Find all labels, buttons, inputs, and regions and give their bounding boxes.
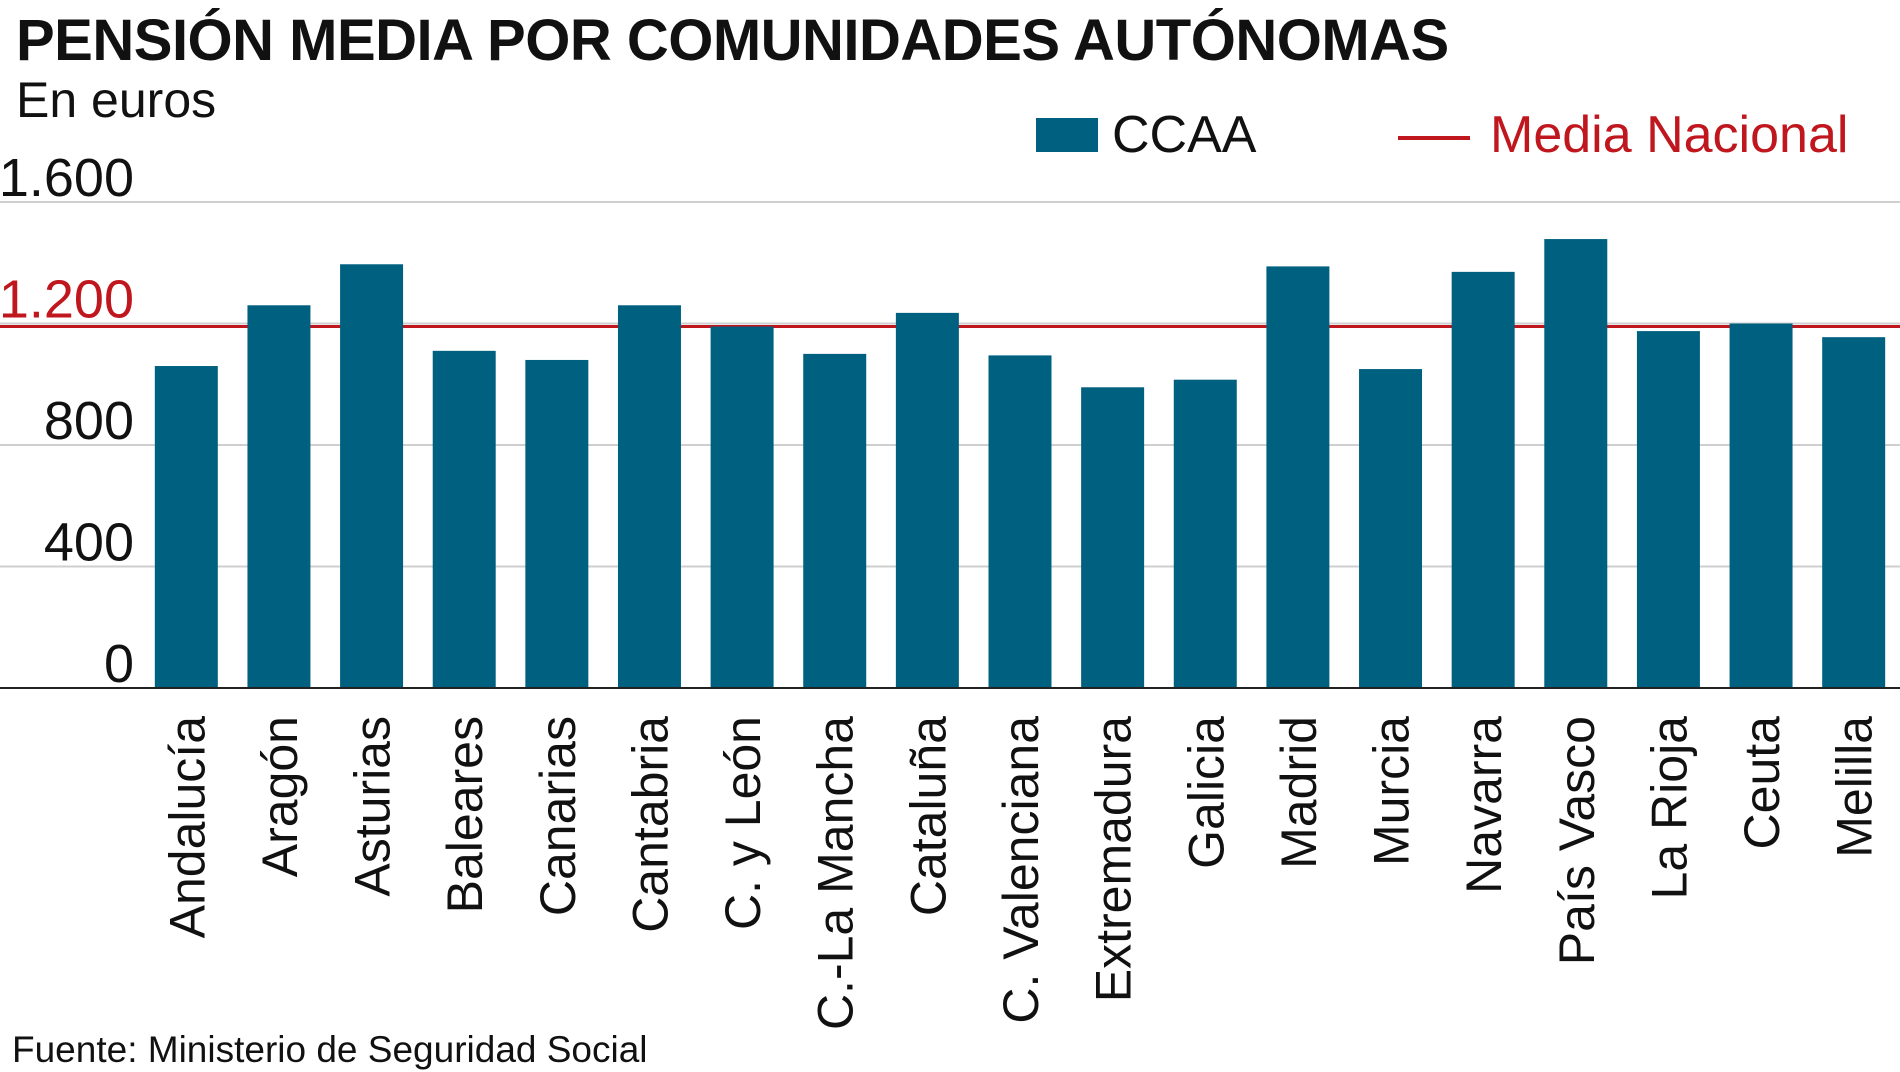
x-tick-label: Melilla [1827, 716, 1883, 858]
y-tick-label: 1.600 [0, 148, 134, 208]
legend-label-ccaa: CCAA [1112, 106, 1257, 164]
x-tick-label: Asturias [345, 716, 401, 897]
source-note: Fuente: Ministerio de Seguridad Social [12, 1029, 648, 1070]
bar [803, 353, 867, 688]
x-tick-label: Cantabria [622, 716, 678, 933]
x-tick-label: Navarra [1456, 716, 1512, 894]
x-tick-label: Galicia [1178, 716, 1234, 869]
x-tick-label: C. y León [715, 716, 771, 930]
legend-label-media-nacional: Media Nacional [1490, 106, 1848, 164]
y-tick-label: 0 [104, 634, 134, 694]
x-tick-label: Andalucía [159, 716, 215, 939]
x-tick-labels: Andalucía Aragón Asturias Baleares Canarias C… [159, 716, 1882, 1030]
legend: CCAA Media Nacional [1036, 106, 1848, 164]
bar [617, 305, 681, 688]
x-tick-label: La Rioja [1641, 716, 1697, 900]
x-tick-label: Murcia [1364, 716, 1420, 866]
x-tick-label: C.-La Mancha [808, 716, 864, 1030]
bar [710, 326, 774, 688]
x-tick-label: C. Valenciana [993, 716, 1049, 1024]
y-tick-label: 800 [44, 391, 134, 451]
bar [1451, 271, 1515, 688]
bar [895, 312, 959, 688]
bar [432, 350, 496, 688]
x-tick-label: País Vasco [1549, 716, 1605, 965]
bar [988, 355, 1052, 688]
bars [154, 239, 1886, 688]
bar [1266, 266, 1330, 688]
bar [1544, 239, 1608, 688]
x-tick-label: Cataluña [900, 716, 956, 916]
x-tick-label: Madrid [1271, 716, 1327, 869]
x-tick-label: Canarias [530, 716, 586, 916]
bar [340, 264, 404, 688]
bar [1173, 379, 1237, 688]
bar [154, 366, 218, 688]
bar [1822, 337, 1886, 688]
y-tick-label: 400 [44, 513, 134, 573]
x-tick-label: Ceuta [1734, 716, 1790, 850]
bar [1081, 387, 1145, 688]
y-tick-labels: 0 400 800 1.200 1.600 [0, 148, 134, 694]
y-tick-label: 1.200 [0, 270, 134, 330]
x-tick-label: Extremadura [1086, 716, 1142, 1002]
x-tick-label: Aragón [252, 716, 308, 877]
bar [525, 359, 589, 688]
x-tick-label: Baleares [437, 716, 493, 913]
chart-subtitle: En euros [16, 72, 217, 128]
bar [247, 305, 311, 688]
legend-swatch-ccaa [1036, 118, 1098, 152]
chart-title: PENSIÓN MEDIA POR COMUNIDADES AUTÓNOMAS [16, 8, 1449, 73]
bar [1636, 331, 1700, 688]
bar [1729, 323, 1793, 688]
bar [1359, 369, 1423, 688]
